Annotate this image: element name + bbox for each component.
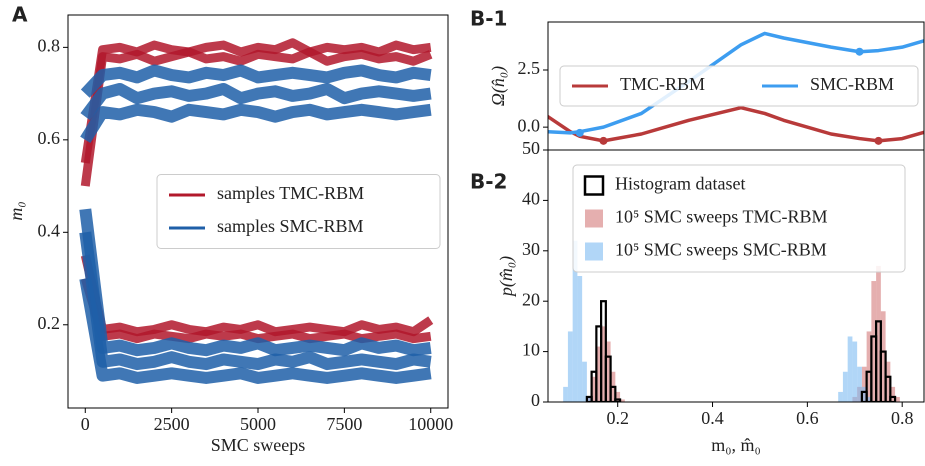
series-line (80, 38, 432, 164)
series-line (79, 231, 432, 371)
axes-frame (547, 149, 925, 403)
legend-swatch (585, 209, 603, 228)
histogram-bar (871, 281, 877, 402)
histogram-bar (842, 371, 848, 402)
histogram-bar (596, 346, 602, 402)
x-tick-label: 0.8 (891, 408, 914, 428)
histogram-bar (609, 385, 617, 402)
histogram-bar (563, 386, 568, 402)
panel-title: B-1 (470, 7, 507, 31)
legend: TMC-RBM SMC-RBM (559, 65, 919, 107)
legend-label: 10⁵ SMC sweeps TMC-RBM (615, 207, 827, 227)
y-tick-label: 20 (522, 289, 540, 309)
x-tick-label: 2500 (154, 414, 190, 434)
histogram-bar (614, 398, 622, 402)
histogram-bar (591, 376, 597, 402)
histogram-bar (861, 386, 867, 402)
legend-box (559, 65, 919, 107)
y-axis-label: m₀ (6, 201, 26, 220)
plot-area (79, 38, 434, 384)
axes-frame (67, 14, 449, 409)
histogram-bar (890, 386, 896, 402)
y-tick-label: 2.5 (518, 58, 541, 78)
series-line (80, 254, 434, 337)
histogram-bar (572, 240, 578, 402)
histogram-bar (838, 391, 843, 402)
series-line (80, 64, 432, 98)
minimum-point (575, 128, 584, 137)
x-axis-label: SMC sweeps (211, 435, 306, 455)
histogram-bar (586, 396, 592, 402)
x-tick-label: 5000 (240, 414, 276, 434)
legend-swatch (583, 175, 605, 196)
y-tick-label: 10 (522, 340, 540, 360)
legend-label: 10⁵ SMC sweeps SMC-RBM (615, 240, 827, 260)
legend-label: SMC-RBM (810, 74, 894, 94)
x-tick-label: 0.2 (606, 408, 629, 428)
legend: Histogram dataset 10⁵ SMC sweeps TMC-RBM 1… (572, 164, 906, 273)
legend-swatch (585, 242, 603, 261)
x-axis-label: m₀, m̂₀ (711, 435, 761, 455)
y-tick-label: 0.6 (38, 128, 61, 148)
y-axis-label: Ω(n̂₀) (488, 66, 509, 106)
histogram-bar (600, 300, 607, 402)
minimum-point (874, 136, 883, 145)
histogram-bar (604, 355, 612, 402)
histogram-bar (876, 265, 881, 402)
y-tick-label: 0.4 (38, 220, 61, 240)
histogram-bar (852, 341, 858, 402)
histogram-bar (847, 336, 853, 402)
histogram-bar (567, 331, 573, 402)
legend-box (156, 174, 441, 249)
series-line (80, 103, 432, 144)
histogram-bar (866, 331, 872, 402)
x-tick-label: 7500 (326, 414, 362, 434)
series-line (80, 47, 433, 187)
y-tick-label: 0.0 (518, 115, 541, 135)
histogram-bar (577, 276, 583, 402)
y-tick-label: 0.2 (38, 313, 61, 333)
histogram-bar (895, 396, 900, 402)
minimum-point (599, 136, 608, 145)
histogram-bar (880, 311, 886, 402)
series-line (80, 82, 432, 121)
series-line (548, 105, 924, 143)
x-tick-label: 0.4 (701, 408, 724, 428)
plot-area (548, 31, 924, 145)
legend-label: samples SMC-RBM (217, 216, 364, 236)
y-tick-label: 30 (522, 239, 540, 259)
histogram-bar (615, 391, 621, 402)
panel-title: A (12, 3, 28, 27)
series-line (79, 208, 432, 357)
series-line (548, 31, 924, 135)
plot-area (563, 240, 900, 402)
minimum-point (855, 47, 864, 56)
y-tick-label: 50 (522, 138, 540, 158)
histogram-bar (857, 366, 862, 402)
x-tick-label: 0 (81, 414, 90, 434)
legend: samples TMC-RBM samples SMC-RBM (156, 174, 441, 249)
legend-box (572, 164, 906, 273)
histogram-bar (605, 341, 611, 402)
y-tick-label: 0.8 (38, 35, 61, 55)
histogram-bar (601, 326, 606, 402)
histogram-bar (866, 396, 872, 402)
legend-label: Histogram dataset (615, 174, 745, 194)
panel-title: B-2 (470, 170, 507, 194)
histogram-bar (582, 361, 587, 402)
x-tick-label: 0.6 (796, 408, 819, 428)
series-line (79, 277, 432, 384)
y-axis-label: p(m̂₀) (496, 256, 517, 298)
histogram-bar (861, 366, 867, 402)
histogram-bar (885, 361, 891, 402)
x-tick-label: 10000 (408, 414, 453, 434)
y-tick-label: 0 (531, 390, 540, 410)
histogram-bar (620, 399, 625, 402)
y-tick-label: 40 (522, 189, 540, 209)
legend-label: samples TMC-RBM (217, 183, 364, 203)
legend-label: TMC-RBM (620, 74, 705, 94)
